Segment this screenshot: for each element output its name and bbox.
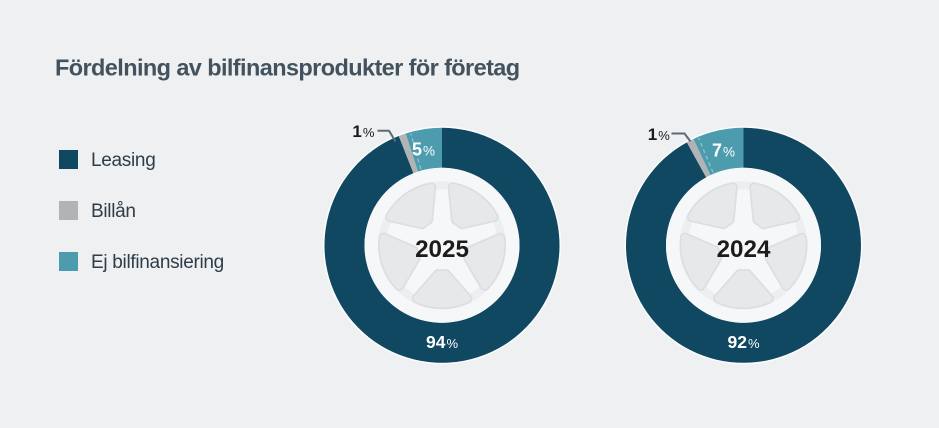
svg-text:92%: 92% — [727, 332, 759, 352]
svg-text:2024: 2024 — [717, 236, 771, 263]
svg-text:5%: 5% — [412, 140, 435, 160]
svg-text:7%: 7% — [712, 141, 735, 161]
svg-text:1%: 1% — [648, 125, 670, 144]
svg-text:Fördelning av bilfinansprodukt: Fördelning av bilfinansprodukter för för… — [55, 55, 520, 81]
svg-text:94%: 94% — [426, 332, 458, 352]
svg-text:Ej bilfinansiering: Ej bilfinansiering — [91, 252, 224, 273]
svg-text:1%: 1% — [352, 122, 374, 141]
svg-text:2025: 2025 — [415, 236, 469, 263]
svg-text:Billån: Billån — [91, 201, 136, 222]
svg-text:Leasing: Leasing — [91, 150, 155, 171]
